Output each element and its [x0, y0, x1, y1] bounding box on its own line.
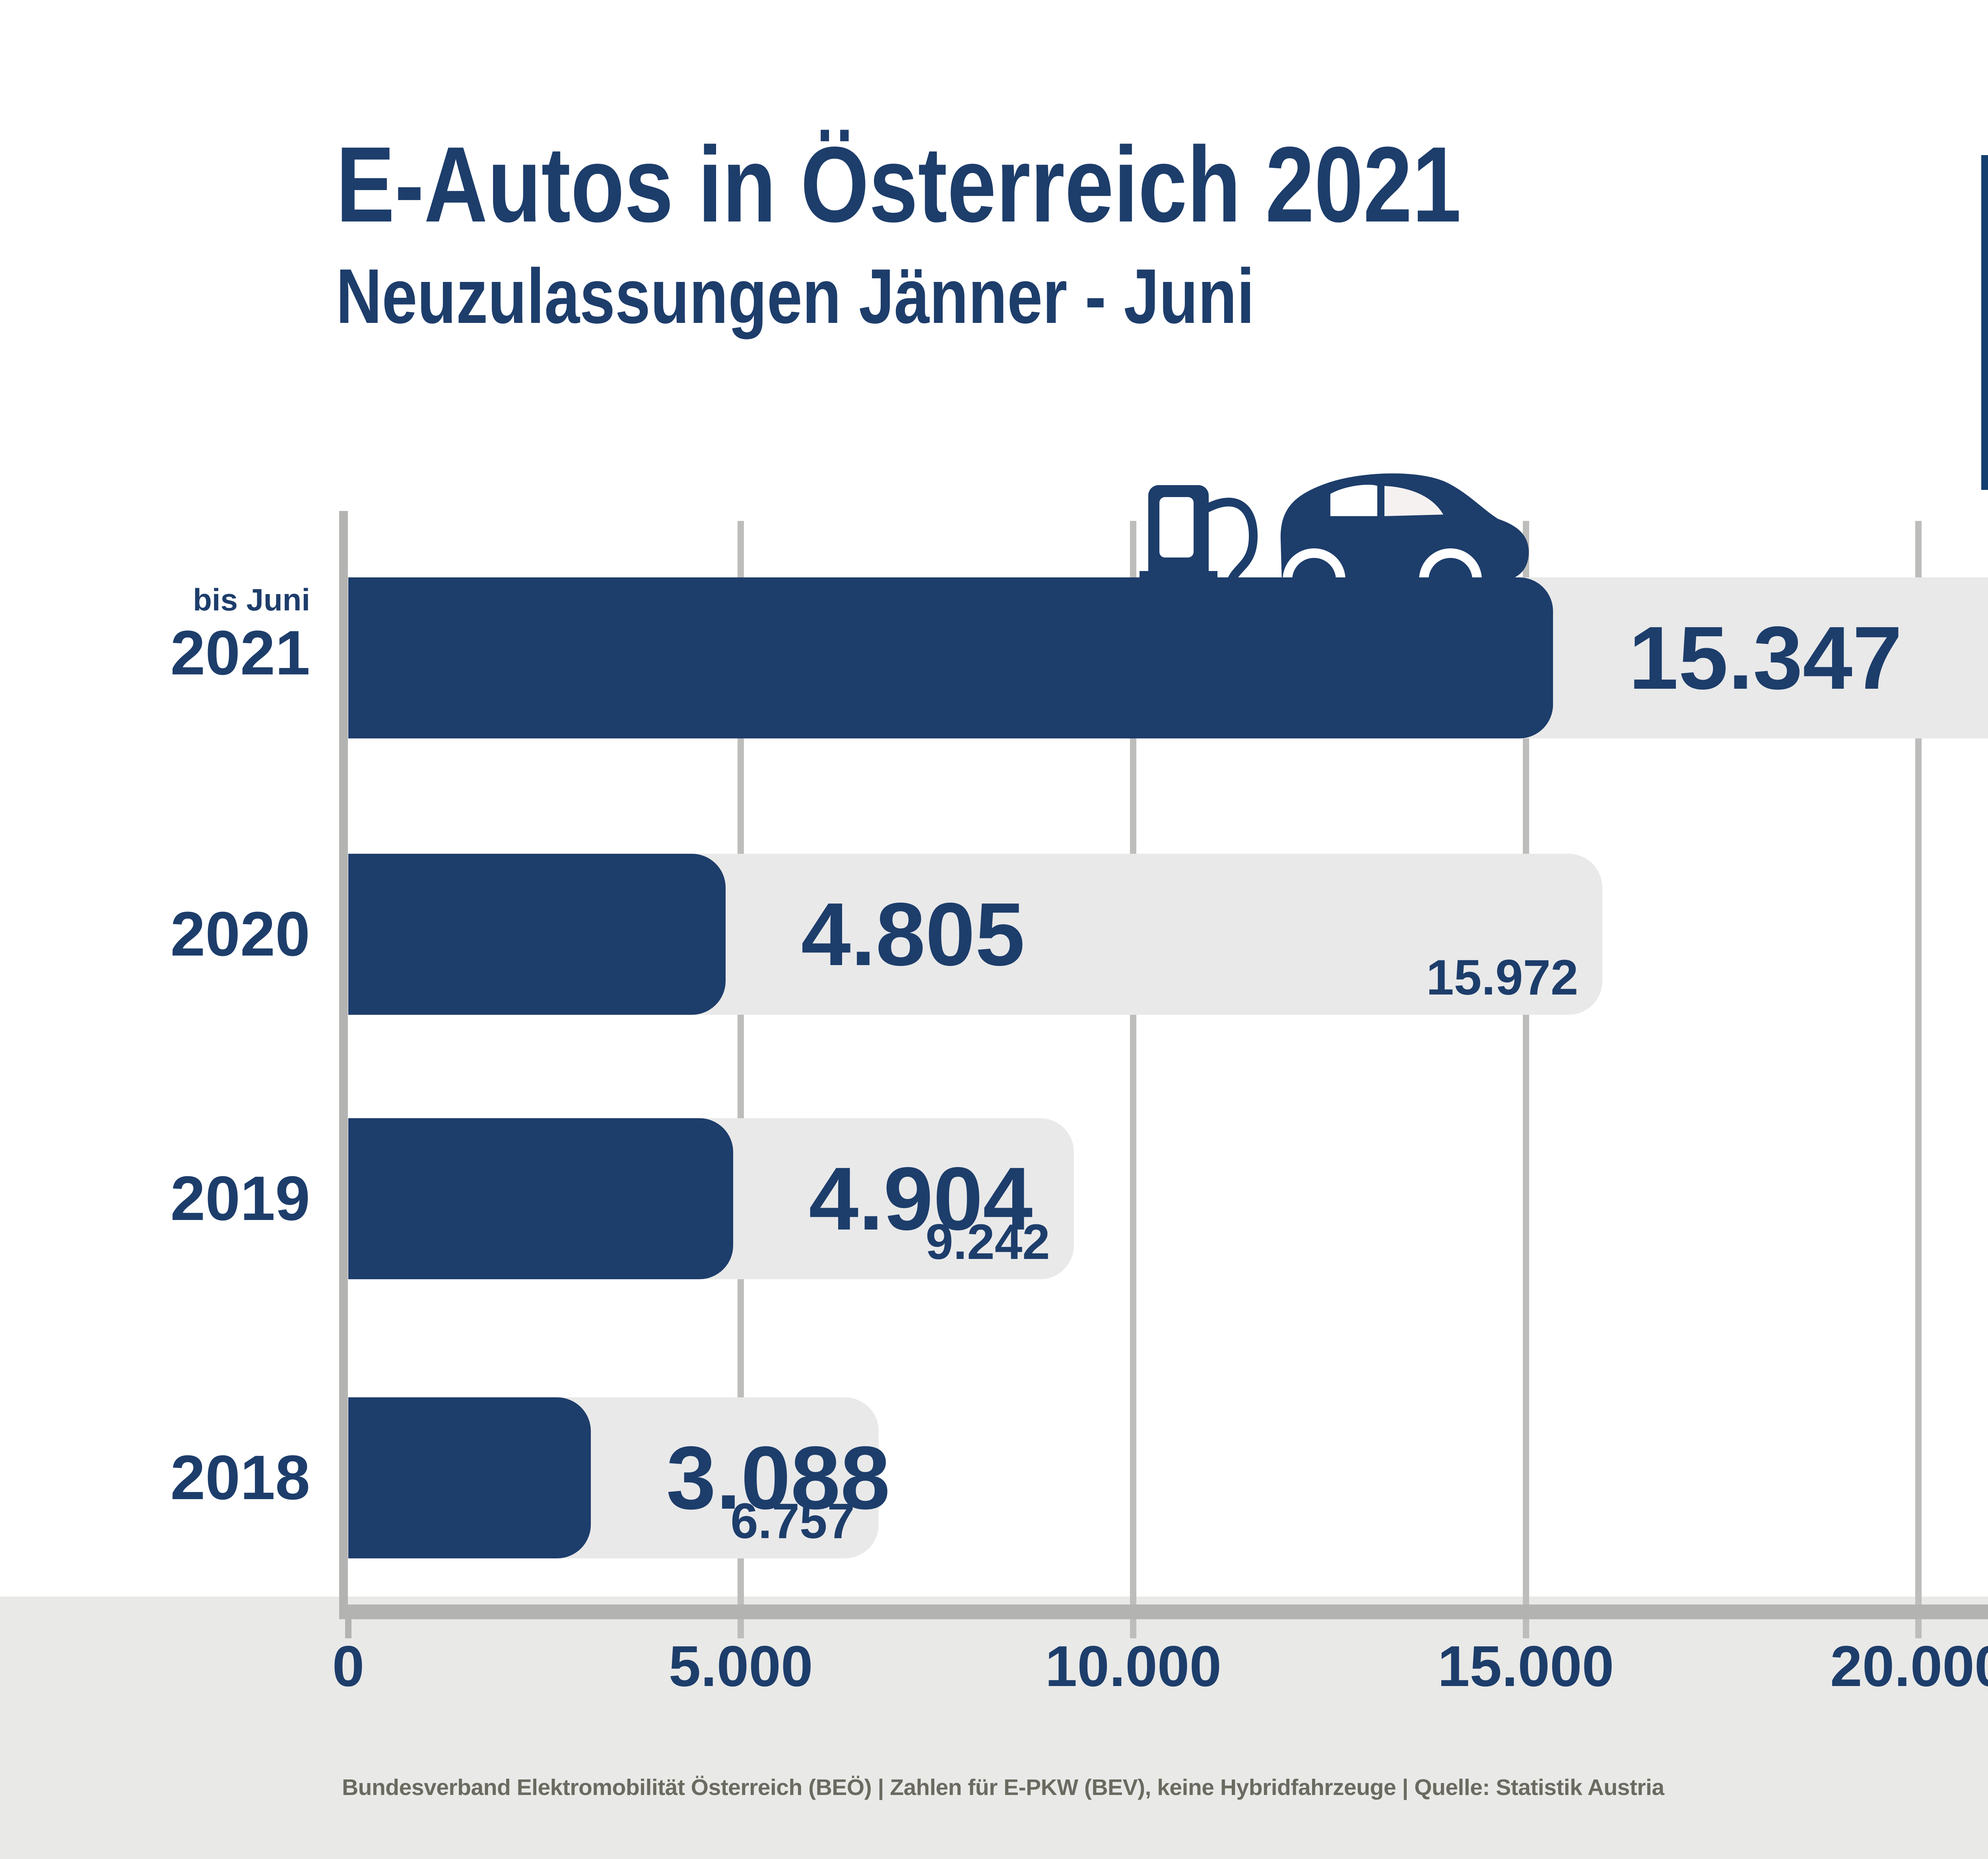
bar-2020: [348, 854, 726, 1015]
value-label-2018: 3.088: [666, 1428, 890, 1528]
bottom-band: [0, 1597, 1988, 1859]
beo-logo: BEO: [1981, 155, 1988, 490]
bar-row-2020: 2020 4.805 15.972: [0, 854, 1988, 1015]
year-2019: 2019: [170, 1163, 311, 1234]
chart-subtitle: Neuzulassungen Jänner - Juni: [336, 253, 1255, 340]
value-label-2020: 4.805: [801, 884, 1025, 984]
total-label-2018: 6.757: [730, 1494, 855, 1549]
bar-row-2019: 2019 4.904 9.242: [0, 1118, 1988, 1279]
x-axis-label-0: 0: [332, 1634, 365, 1698]
total-label-2019: 9.242: [925, 1214, 1050, 1270]
bar-2018: [348, 1397, 591, 1558]
value-label-2021: 15.347: [1629, 608, 1903, 708]
year-note-2021: bis Juni: [193, 582, 310, 617]
year-2018: 2018: [170, 1442, 311, 1513]
x-axis-line: [340, 1605, 1988, 1619]
x-axis-label-20.000: 20.000: [1830, 1634, 1988, 1698]
year-2021: 2021: [170, 618, 311, 688]
gridline-5000: [738, 521, 744, 1638]
value-label-2019: 4.904: [809, 1148, 1033, 1249]
gridline-20000: [1915, 521, 1922, 1638]
year-label-2020: 2020: [0, 854, 311, 1015]
ev-charging-car-icon: [1140, 473, 1529, 611]
x-axis-label-10.000: 10.000: [1045, 1634, 1222, 1698]
tickmark-0: [345, 1619, 351, 1638]
source-text: Bundesverband Elektromobilität Österreic…: [342, 1775, 1664, 1800]
bar-2019: [348, 1118, 734, 1279]
y-axis-line: [339, 511, 348, 1619]
bar-2021: [348, 577, 1553, 738]
gridline-15000: [1522, 521, 1529, 1638]
year-label-2019: 2019: [0, 1118, 311, 1279]
total-label-2020: 15.972: [1426, 950, 1578, 1005]
year-label-2018: 2018: [0, 1397, 311, 1558]
gridline-10000: [1130, 521, 1137, 1638]
bar-row-2018: 2018 3.088 6.757: [0, 1397, 1988, 1558]
bar-row-2021: bis Juni 2021 15.347: [0, 577, 1988, 738]
charging-cable-icon: [1203, 497, 1258, 586]
year-2020: 2020: [170, 899, 311, 969]
chart-title: E-Autos in Österreich 2021: [336, 125, 1461, 245]
x-axis-label-5.000: 5.000: [668, 1634, 813, 1698]
year-label-2021: bis Juni 2021: [0, 556, 311, 717]
x-axis-label-15.000: 15.000: [1437, 1634, 1614, 1698]
